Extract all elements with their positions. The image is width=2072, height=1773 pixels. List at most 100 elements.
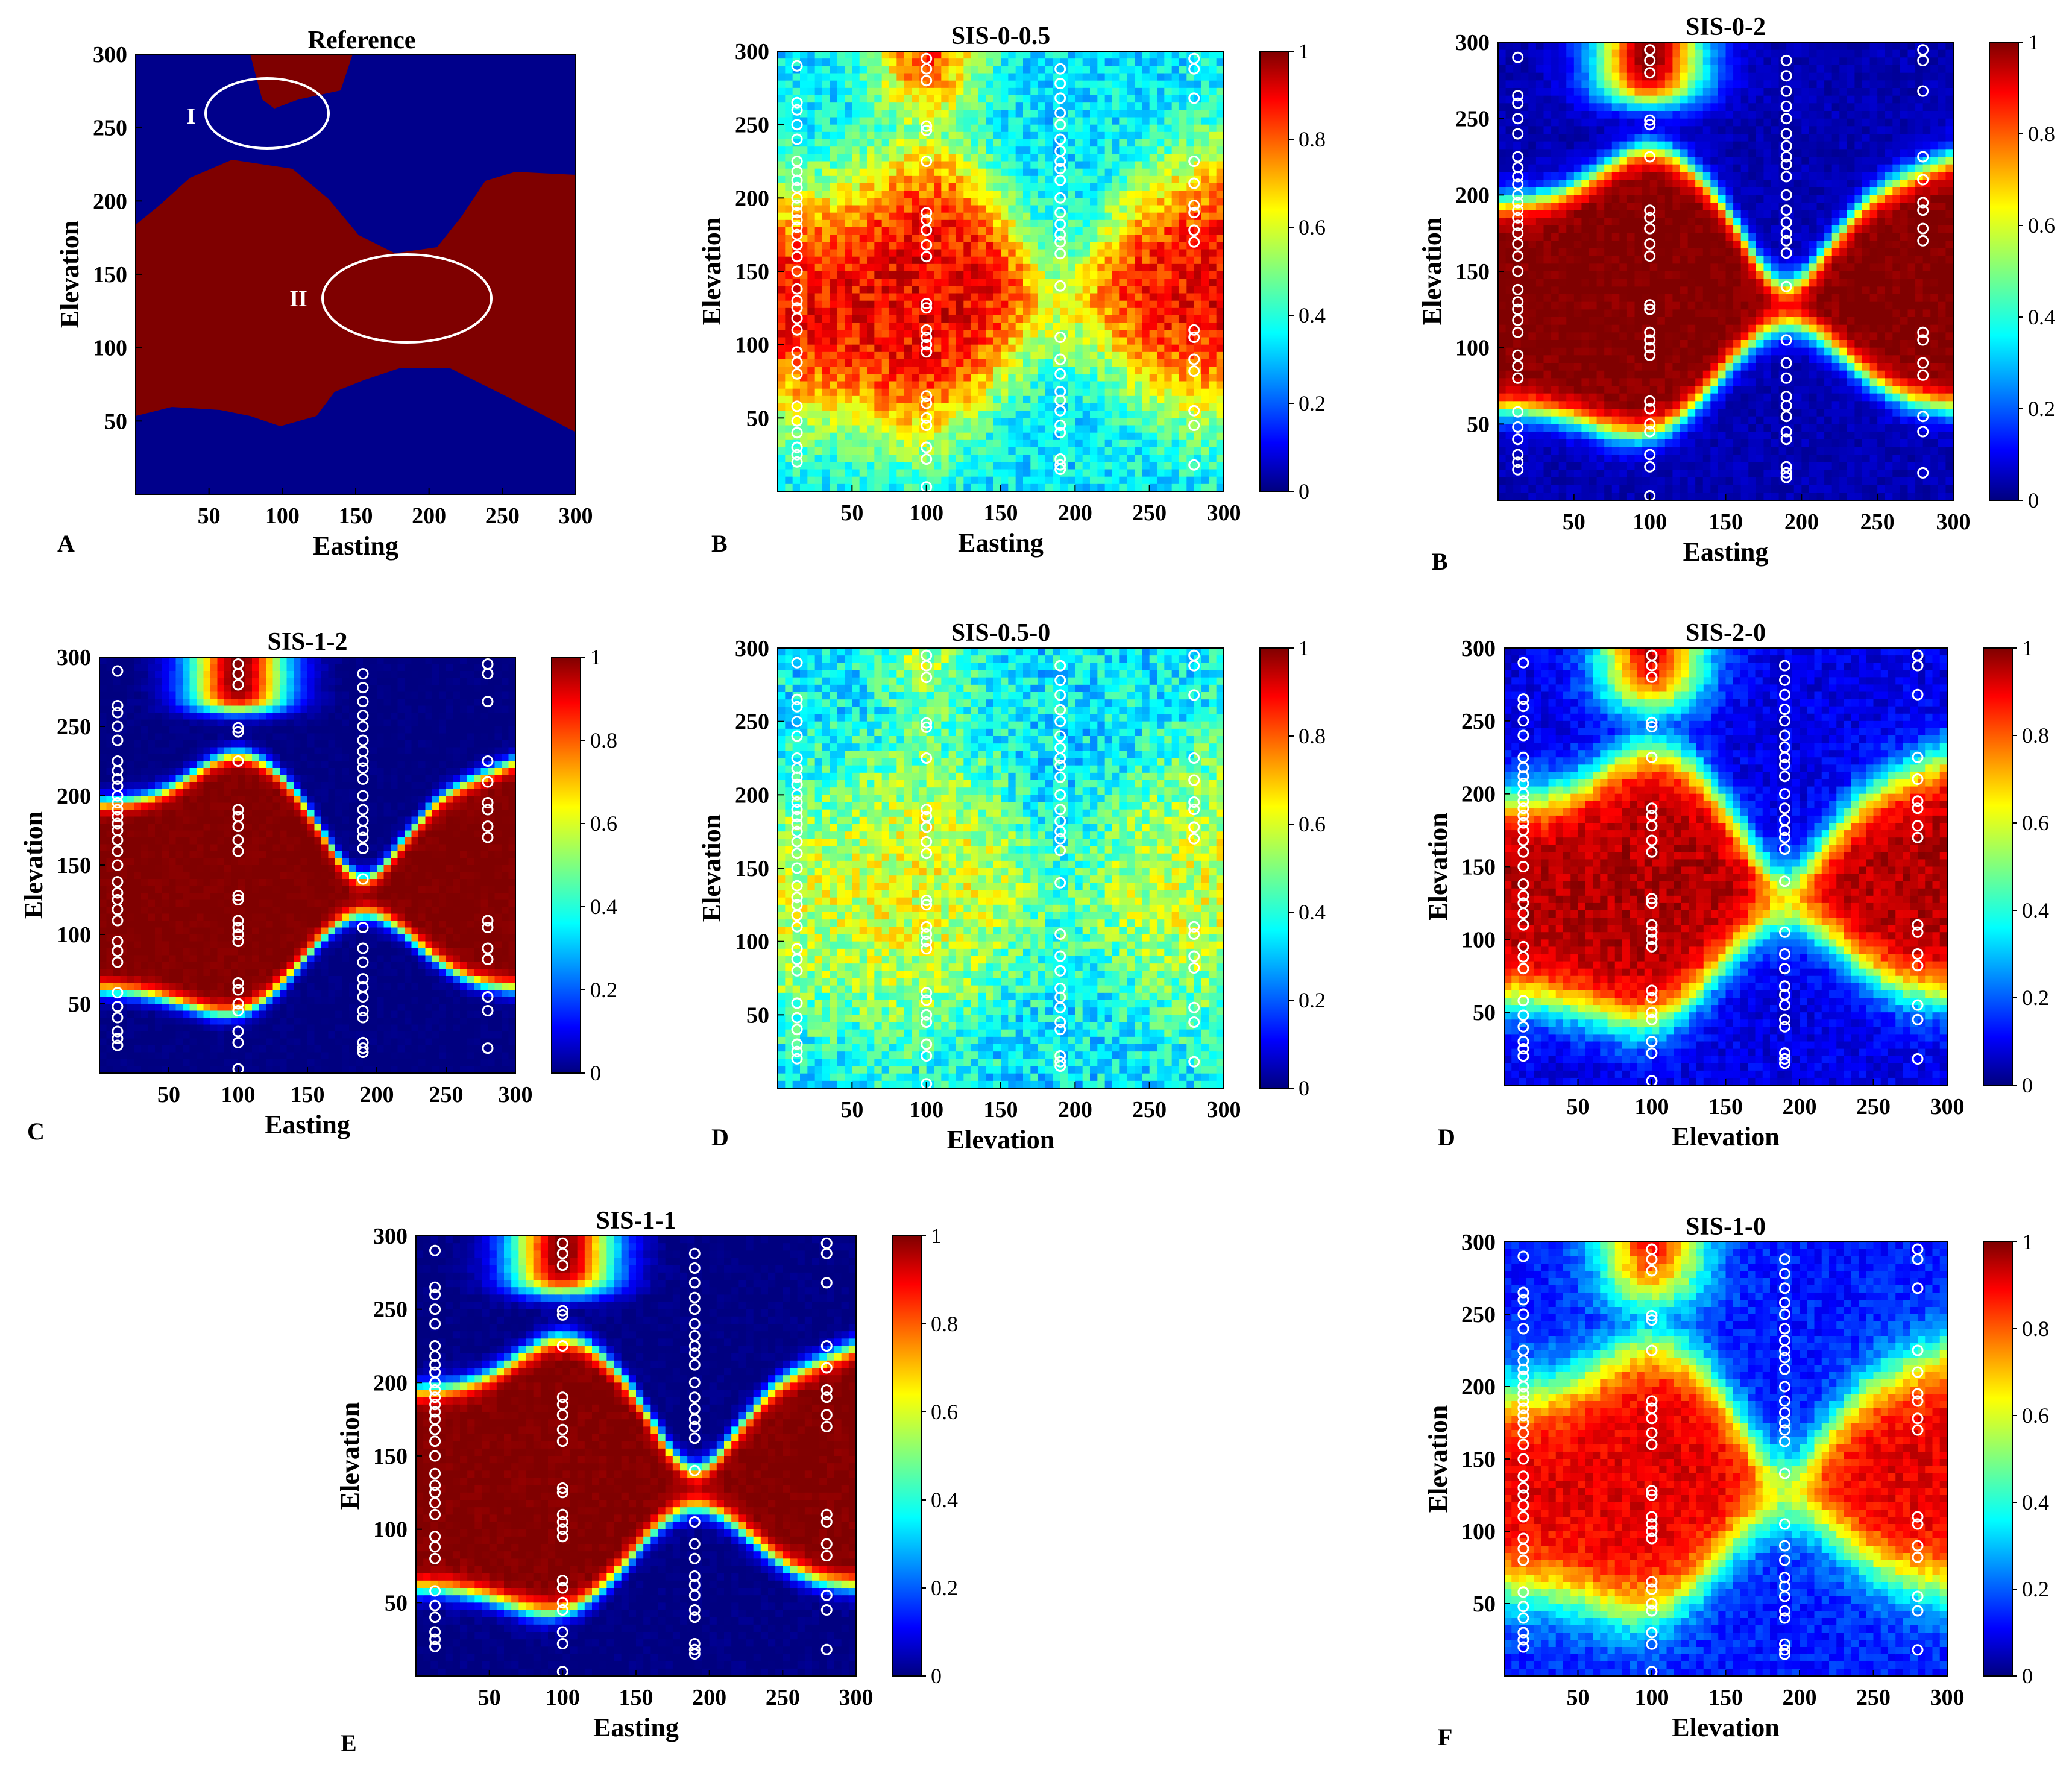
heatmap-cell	[1209, 381, 1217, 389]
heatmap-cell	[1008, 476, 1016, 485]
heatmap-cell	[830, 271, 838, 279]
heatmap-cell	[1104, 403, 1113, 411]
heatmap-cell	[1611, 88, 1620, 96]
heatmap-cell	[814, 337, 823, 345]
heatmap-cell	[1179, 191, 1187, 198]
heatmap-cell	[830, 117, 838, 125]
heatmap-cell	[792, 315, 801, 323]
heatmap-cell	[1581, 233, 1590, 241]
heatmap-cell	[934, 367, 942, 374]
heatmap-cell	[1090, 95, 1098, 103]
heatmap-cell	[1611, 347, 1620, 356]
heatmap-cell	[822, 168, 830, 177]
heatmap-cell	[874, 146, 883, 154]
heatmap-cell	[1104, 286, 1113, 294]
heatmap-cell	[986, 455, 994, 462]
heatmap-cell	[800, 483, 808, 492]
heatmap-cell	[785, 183, 793, 191]
heatmap-cell	[859, 146, 868, 154]
heatmap-cell	[1038, 102, 1046, 110]
heatmap-cell	[1596, 241, 1605, 249]
heatmap-cell	[889, 344, 897, 353]
heatmap-cell	[1171, 337, 1180, 345]
heatmap-cell	[1112, 154, 1120, 162]
heatmap-cell	[912, 263, 919, 272]
heatmap-cell	[785, 175, 793, 184]
heatmap-cell	[1543, 355, 1552, 364]
well-marker	[921, 453, 933, 465]
heatmap-cell	[934, 279, 942, 286]
heatmap-cell	[1573, 233, 1582, 241]
heatmap-cell	[1164, 388, 1173, 397]
heatmap-cell	[1119, 263, 1128, 272]
heatmap-cell	[1604, 134, 1613, 142]
heatmap-cell	[1194, 73, 1202, 81]
heatmap-cell	[1149, 374, 1157, 382]
heatmap-cell	[778, 73, 786, 81]
colorbar-tick-label: 0	[1299, 479, 1309, 503]
heatmap-cell	[1090, 279, 1098, 286]
heatmap-cell	[874, 154, 883, 162]
heatmap-cell	[889, 51, 897, 59]
heatmap-cell	[1558, 271, 1567, 280]
heatmap-cell	[807, 102, 816, 110]
heatmap-cell	[1097, 476, 1106, 485]
heatmap-cell	[1135, 271, 1142, 279]
heatmap-cell	[874, 58, 883, 66]
heatmap-cell	[1075, 117, 1083, 125]
heatmap-cell	[1112, 395, 1120, 404]
heatmap-cell	[993, 367, 1001, 374]
heatmap-cell	[978, 300, 986, 309]
heatmap-cell	[1573, 355, 1582, 364]
heatmap-cell	[1001, 183, 1009, 191]
heatmap-cell	[1604, 65, 1613, 74]
heatmap-cell	[934, 102, 942, 110]
heatmap-cell	[1201, 154, 1209, 162]
heatmap-cell	[948, 139, 957, 147]
heatmap-cell	[867, 242, 875, 250]
heatmap-cell	[1164, 66, 1173, 74]
heatmap-cell	[1498, 126, 1507, 134]
heatmap-cell	[1119, 73, 1128, 81]
heatmap-cell	[1075, 469, 1083, 477]
heatmap-cell	[1001, 307, 1009, 316]
heatmap-cell	[1008, 110, 1016, 118]
heatmap-cell	[785, 374, 793, 382]
heatmap-cell	[896, 249, 905, 257]
heatmap-cell	[1558, 256, 1567, 264]
heatmap-cell	[778, 205, 786, 213]
heatmap-cell	[1149, 183, 1157, 191]
heatmap-cell	[971, 271, 979, 279]
heatmap-cell	[1179, 117, 1187, 125]
heatmap-cell	[1528, 416, 1537, 424]
heatmap-cell	[1075, 175, 1083, 184]
well-marker	[1188, 92, 1200, 104]
heatmap-cell	[1589, 195, 1598, 203]
heatmap-cell	[1171, 131, 1180, 140]
heatmap-cell	[1008, 374, 1016, 382]
heatmap-cell	[1038, 80, 1046, 89]
heatmap-cell	[1498, 218, 1507, 226]
heatmap-cell	[1023, 330, 1031, 338]
heatmap-cell	[1112, 87, 1120, 96]
well-marker	[1188, 332, 1200, 343]
heatmap-cell	[1498, 65, 1507, 74]
heatmap-cell	[986, 483, 994, 492]
heatmap-cell	[1164, 198, 1173, 206]
heatmap-cell	[896, 87, 905, 96]
heatmap-cell	[1164, 367, 1173, 374]
heatmap-cell	[1604, 301, 1613, 310]
heatmap-cell	[934, 249, 942, 257]
heatmap-cell	[1171, 411, 1180, 418]
heatmap-cell	[1216, 249, 1224, 257]
heatmap-cell	[1558, 279, 1567, 287]
heatmap-cell	[978, 395, 986, 404]
heatmap-cell	[1001, 367, 1009, 374]
heatmap-cell	[941, 418, 949, 426]
heatmap-cell	[1535, 248, 1545, 257]
heatmap-cell	[1008, 425, 1016, 433]
heatmap-cell	[956, 80, 964, 89]
heatmap-cell	[1573, 455, 1582, 463]
heatmap-cell	[1119, 249, 1128, 257]
heatmap-cell	[1596, 134, 1605, 142]
